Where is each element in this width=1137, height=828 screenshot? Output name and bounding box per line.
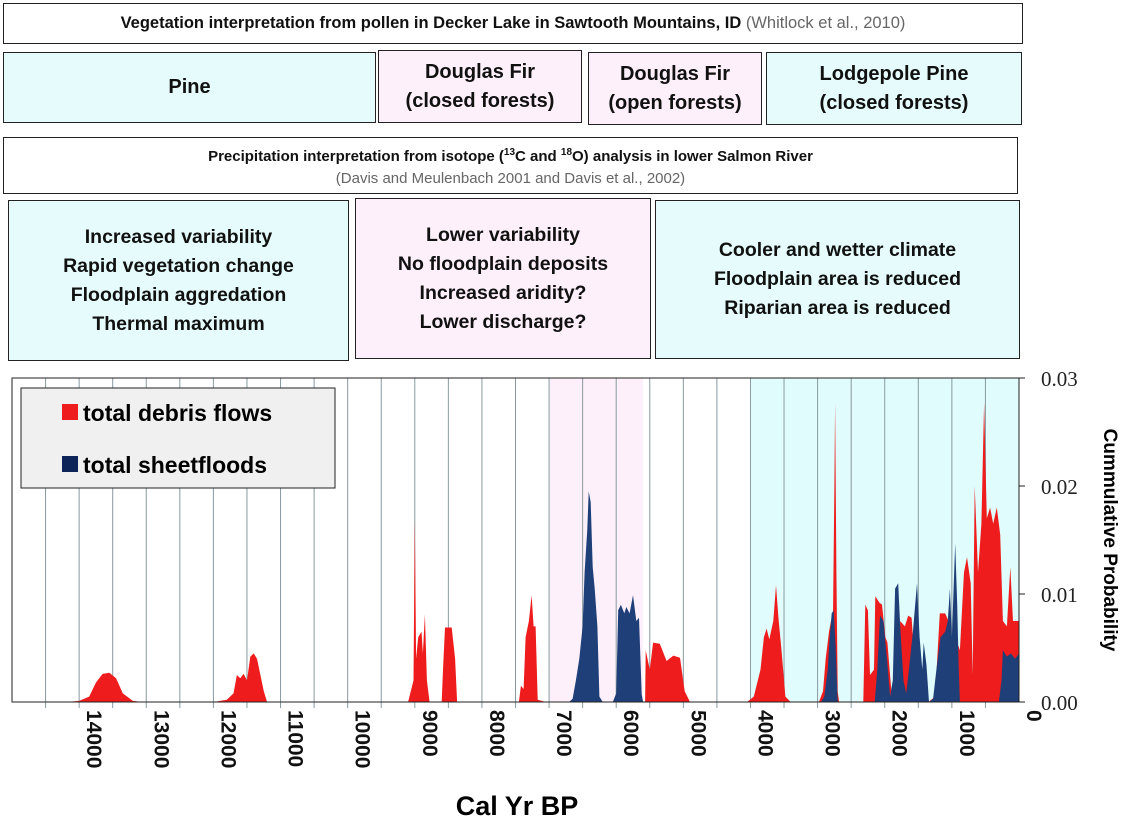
x-tick-label: 5000 — [686, 710, 709, 757]
x-tick-label: 2000 — [888, 710, 911, 757]
sheetflood-area — [874, 543, 960, 702]
x-tick-label: 6000 — [619, 710, 642, 757]
x-tick-label: 7000 — [552, 710, 575, 757]
climate-line: Lower discharge? — [419, 310, 587, 333]
climate-zone-late: Cooler and wetter climate Floodplain are… — [655, 200, 1020, 359]
veg-zone-label: Douglas Fir — [424, 60, 535, 83]
x-tick-label: 0 — [1022, 710, 1045, 722]
y-tick-label: 0.02 — [1041, 475, 1078, 499]
climate-line: Floodplain area is reduced — [713, 268, 962, 290]
climate-line: Floodplain aggredation — [70, 283, 287, 306]
climate-zone-middle: Lower variability No floodplain deposits… — [355, 198, 651, 359]
debris-flow-area — [441, 627, 458, 702]
climate-line: Lower variability — [426, 223, 580, 246]
legend-swatch-debris — [62, 404, 78, 420]
veg-zone-label: Lodgepole Pine — [819, 62, 969, 85]
x-tick-label: 14000 — [82, 710, 105, 768]
x-tick-label: 13000 — [149, 710, 172, 768]
veg-zone-sublabel: (closed forests) — [405, 89, 555, 112]
x-tick-label: 11000 — [284, 710, 307, 767]
debris-flow-area — [213, 653, 268, 702]
debris-flow-area — [747, 585, 791, 702]
sheetflood-area — [998, 650, 1019, 702]
debris-flow-area — [518, 595, 546, 702]
veg-zone-douglas-fir-open: Douglas Fir (open forests) — [588, 52, 762, 125]
veg-zone-lodgepole-pine: Lodgepole Pine (closed forests) — [766, 52, 1022, 125]
precipitation-title-box: Precipitation interpretation from isotop… — [3, 137, 1018, 194]
y-axis-label: Cummulative Probability — [1099, 429, 1120, 652]
climate-line: Thermal maximum — [92, 312, 265, 335]
x-tick-label: 10000 — [351, 710, 374, 768]
sheetflood-area — [612, 595, 644, 702]
x-tick-label: 4000 — [753, 710, 776, 757]
climate-line: Increased aridity? — [419, 281, 587, 304]
debris-flow-area — [65, 672, 143, 702]
y-tick-label: 0.03 — [1041, 367, 1078, 391]
veg-zone-sublabel: (open forests) — [608, 91, 742, 114]
y-tick-label: 0.01 — [1041, 583, 1078, 607]
plot-frame — [11, 377, 1020, 703]
x-tick-label: 8000 — [485, 710, 508, 757]
sheetflood-area — [821, 610, 838, 702]
precipitation-citation: (Davis and Meulenbach 2001 and Davis et … — [335, 169, 686, 187]
climate-zone-early: Increased variability Rapid vegetation c… — [8, 200, 349, 361]
precipitation-title: Precipitation interpretation from isotop… — [208, 146, 813, 165]
x-axis-label: Cal Yr BP — [456, 791, 579, 821]
x-tick-label: 1000 — [955, 710, 978, 757]
legend-label-debris: total debris flows — [83, 400, 272, 426]
veg-zone-label: Pine — [168, 76, 211, 98]
vegetation-citation: (Whitlock et al., 2010) — [745, 14, 906, 32]
veg-zone-label: Douglas Fir — [619, 62, 730, 85]
climate-line: Rapid vegetation change — [63, 254, 294, 277]
legend-label-sheetfloods: total sheetfloods — [83, 452, 267, 478]
climate-line: Riparian area is reduced — [724, 297, 951, 319]
x-tick-label: 9000 — [418, 710, 441, 757]
climate-line: Cooler and wetter climate — [718, 239, 957, 261]
veg-zone-pine: Pine — [3, 52, 376, 123]
sheetflood-area — [569, 491, 603, 702]
x-tick-label: 3000 — [821, 710, 844, 757]
veg-zone-douglas-fir-closed: Douglas Fir (closed forests) — [378, 50, 582, 123]
vegetation-title: Vegetation interpretation from pollen in… — [120, 14, 742, 32]
legend-swatch-sheetfloods — [62, 456, 78, 472]
veg-zone-sublabel: (closed forests) — [819, 91, 969, 114]
climate-line: Increased variability — [84, 225, 273, 248]
x-tick-label: 12000 — [216, 710, 239, 768]
climate-line: No floodplain deposits — [397, 252, 609, 275]
vegetation-title-box: Vegetation interpretation from pollen in… — [3, 3, 1023, 44]
debris-flow-area — [645, 642, 690, 702]
debris-flow-area — [863, 402, 1019, 702]
legend: total debris flows total sheetfloods — [20, 387, 336, 489]
debris-flow-area — [408, 518, 430, 702]
y-tick-label: 0.00 — [1041, 691, 1078, 715]
